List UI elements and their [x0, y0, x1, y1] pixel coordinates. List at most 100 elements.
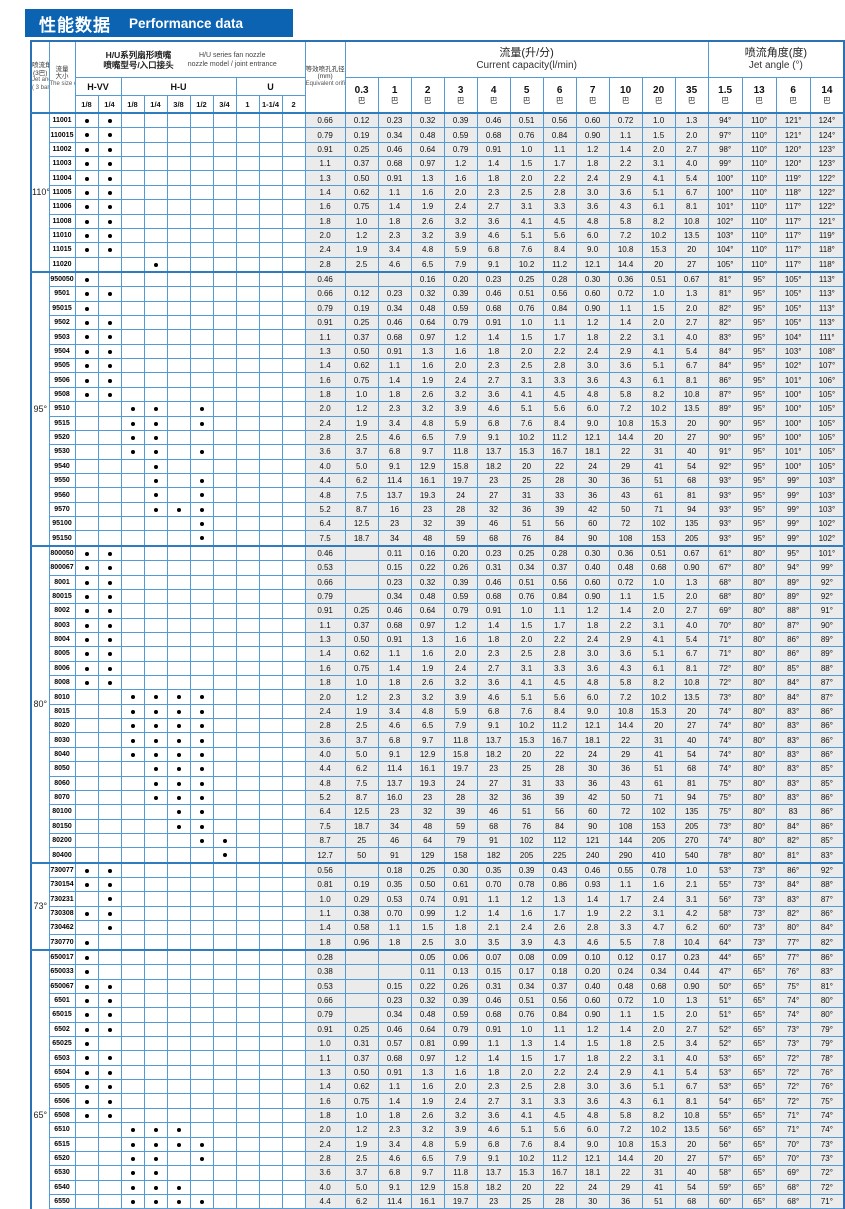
model-number: 11002 [48, 141, 76, 158]
connector-cell [235, 617, 260, 633]
connector-dot [107, 1027, 112, 1032]
connector-cell [74, 789, 99, 806]
jet-angle-value: 117° [775, 242, 811, 258]
jet-angle-header-zh: 喷流角度(度) [744, 47, 808, 59]
jet-angle-value: 83° [775, 775, 811, 791]
capacity-value: 1.0 [674, 861, 709, 879]
capacity-value: 16.1 [410, 472, 445, 489]
series-hu-header: H-U [120, 77, 237, 96]
capacity-value: 1.8 [377, 1107, 412, 1124]
jet-angle-value: 105° [809, 444, 845, 460]
connector-cell [143, 1021, 168, 1038]
jet-angle-value: 86° [775, 861, 811, 879]
capacity-value: 0.34 [377, 588, 412, 605]
connector-cell [235, 199, 260, 215]
connector-dot [176, 810, 181, 815]
connector-cell [235, 847, 260, 864]
capacity-value: 0.78 [509, 877, 544, 893]
capacity-value: 27 [674, 429, 709, 446]
connector-cell [235, 1193, 260, 1209]
connector-cell [189, 1165, 214, 1181]
connector-cell [281, 1193, 306, 1209]
capacity-value: 1.1 [608, 877, 643, 893]
connector-cell [281, 964, 306, 980]
jet-angle-value: 73° [809, 1136, 845, 1152]
jet-angle-value: 73° [775, 1021, 811, 1038]
capacity-value: 9.1 [476, 256, 511, 273]
capacity-value: 1.8 [377, 386, 412, 403]
performance-row: 11006 1.6 0.75 1.4 1.9 2.4 2.7 3.1 3.3 3.6 4.3 6.1 8… [31, 199, 845, 215]
connector-cell [97, 300, 122, 317]
connector-cell [212, 1050, 237, 1066]
capacity-value: 84 [542, 818, 577, 834]
pressure-header-10: 10 巴 [608, 77, 643, 114]
capacity-value: 19.3 [410, 487, 445, 503]
connector-cell [166, 386, 191, 403]
capacity-value: 0.25 [410, 861, 445, 879]
jet-angle-value: 95° [741, 415, 777, 431]
equiv-diameter: 4.8 [304, 487, 346, 503]
connector-cell [97, 1079, 122, 1095]
connector-dot [199, 450, 204, 455]
connector-cell [166, 343, 191, 360]
capacity-value: 5.4 [674, 631, 709, 648]
jet-angle-value: 99° [707, 156, 743, 172]
capacity-value: 5.8 [608, 1107, 643, 1124]
capacity-value: 7.9 [443, 256, 478, 273]
connector-cell [235, 1093, 260, 1109]
capacity-value: 0.26 [443, 560, 478, 576]
model-number: 9508 [48, 386, 76, 403]
capacity-value: 1.1 [377, 1079, 412, 1095]
capacity-value: 14.4 [608, 429, 643, 446]
capacity-value: 2.0 [509, 343, 544, 360]
connector-cell [143, 761, 168, 777]
connector-cell [189, 386, 214, 403]
connector-cell [143, 286, 168, 302]
connector-dot [153, 695, 158, 700]
connector-cell [97, 948, 122, 966]
capacity-value: 2.3 [476, 1079, 511, 1095]
capacity-value: 0.56 [542, 286, 577, 302]
capacity-value: 68 [476, 818, 511, 834]
jet-angle-value: 120° [775, 156, 811, 172]
connector-cell [281, 141, 306, 158]
jet-angle-value: 80° [741, 775, 777, 791]
capacity-value: 0.39 [509, 861, 544, 879]
connector-cell [258, 156, 283, 172]
capacity-value: 3.1 [641, 1050, 676, 1066]
connector-cell [74, 1079, 99, 1095]
jet-angle-value: 80° [741, 732, 777, 748]
jet-angle-value: 95° [741, 472, 777, 489]
capacity-value: 50 [608, 501, 643, 518]
connector-cell [74, 300, 99, 317]
performance-row: 73° 730077 0.56 0.18 0.25 0.30 0.35 0.39 0.43 0.4… [30, 861, 845, 951]
capacity-value: 0.12 [608, 948, 643, 966]
capacity-value [344, 964, 379, 980]
connector-cell [281, 804, 306, 820]
connector-cell [143, 992, 168, 1009]
model-number: 8002 [48, 603, 76, 619]
jet-angle-value: 113° [809, 286, 845, 302]
jet-angle-header-en: Jet angle (°) [748, 60, 803, 71]
connector-dot [84, 1042, 89, 1047]
jet-angle-value: 74° [809, 1107, 845, 1124]
connector-dot [176, 1185, 181, 1190]
jet-angle-value: 80° [809, 992, 845, 1009]
capacity-value: 60 [575, 804, 610, 820]
connector-cell [97, 156, 122, 172]
capacity-value: 1.6 [443, 1064, 478, 1081]
connector-cell [189, 141, 214, 158]
capacity-value: 240 [575, 847, 610, 864]
performance-row: 9560 4.8 7.5 13.7 19.3 24 27 31 33 36 43 61 81 93° 95°… [31, 487, 845, 503]
connector-cell [189, 213, 214, 229]
capacity-value: 1.3 [674, 112, 709, 129]
capacity-value: 6.7 [674, 184, 709, 201]
connector-cell [235, 516, 260, 532]
jet-angle-value: 118° [809, 242, 845, 258]
jet-angle-value: 83° [775, 732, 811, 748]
capacity-value: 81 [674, 487, 709, 503]
capacity-value: 1.7 [542, 329, 577, 345]
capacity-value: 0.90 [674, 978, 709, 994]
connector-dot [84, 147, 89, 152]
connector-cell [212, 516, 237, 532]
